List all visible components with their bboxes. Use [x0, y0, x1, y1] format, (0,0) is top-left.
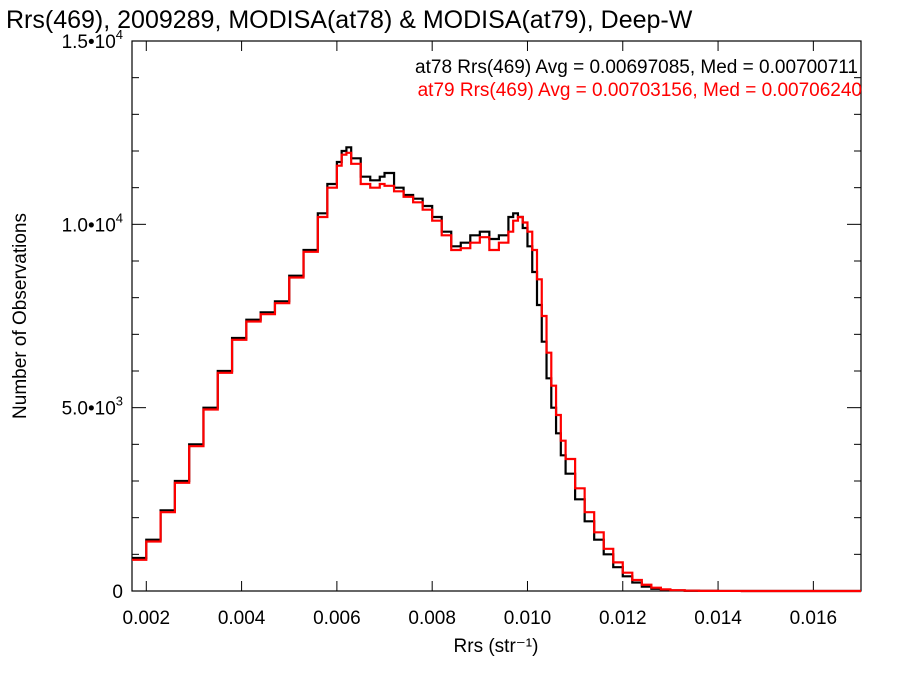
x-tick-label: 0.006 [313, 608, 361, 629]
chart-title: Rrs(469), 2009289, MODISA(at78) & MODISA… [6, 6, 693, 34]
y-tick-label: 0 [112, 582, 123, 603]
x-tick-label: 0.010 [504, 608, 552, 629]
annotation-at79: at79 Rrs(469) Avg = 0.00703156, Med = 0.… [418, 80, 862, 101]
x-axis-title: Rrs (str⁻¹) [454, 636, 539, 657]
series-line-at79 [132, 151, 861, 593]
y-tick-label: 5.0•103 [62, 394, 123, 420]
y-tick-label: 1.0•104 [62, 210, 123, 236]
y-axis-title: Number of Observations [10, 213, 31, 419]
x-tick-label: 0.016 [790, 608, 838, 629]
plot-frame [131, 40, 862, 592]
x-tick-label: 0.002 [123, 608, 171, 629]
y-axis: 0 5.0•103 1.0•104 1.5•104 [62, 27, 861, 603]
x-axis: 0.002 0.004 0.006 0.008 0.010 0.012 0.014 0.016 [123, 41, 838, 629]
series-layer [132, 146, 861, 593]
x-tick-label: 0.012 [599, 608, 647, 629]
x-tick-label: 0.004 [218, 608, 266, 629]
x-tick-label: 0.008 [408, 608, 456, 629]
x-tick-label: 0.014 [694, 608, 742, 629]
annotation-at78: at78 Rrs(469) Avg = 0.00697085, Med = 0.… [415, 57, 858, 78]
y-tick-label: 1.5•104 [62, 27, 123, 53]
